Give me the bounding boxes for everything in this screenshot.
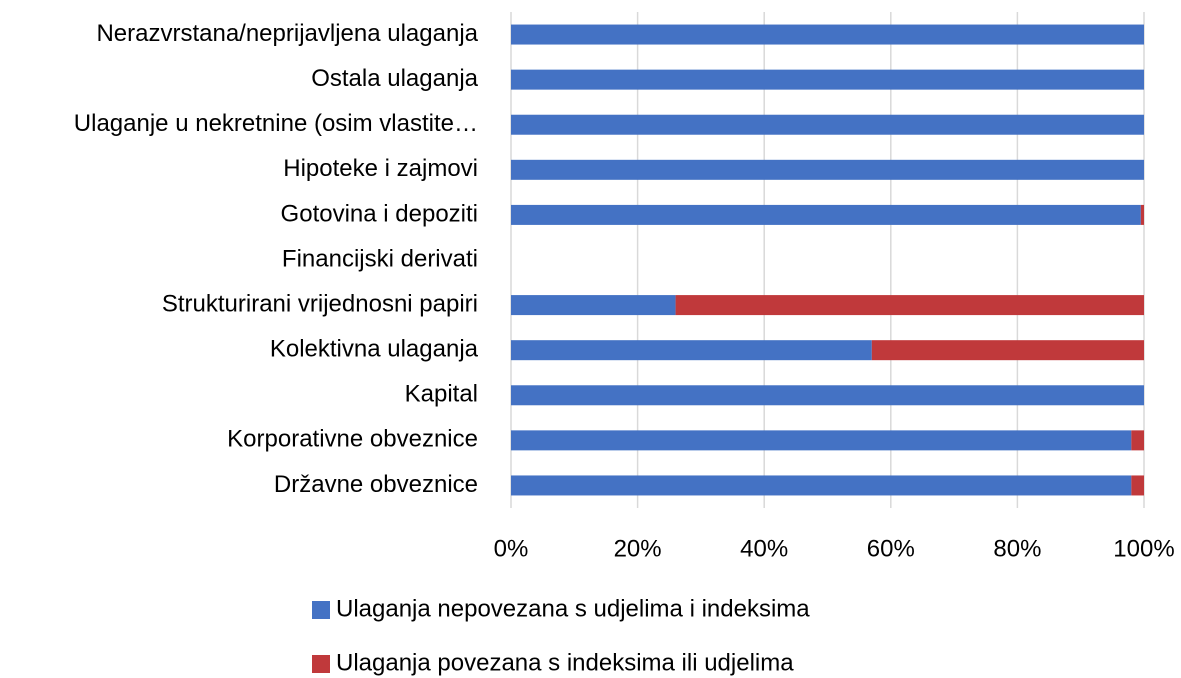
y-tick-label: Državne obveznice <box>274 471 478 498</box>
y-tick-label: Gotovina i depoziti <box>281 200 478 227</box>
x-tick-label: 100% <box>1113 535 1174 562</box>
legend-label: Ulaganja povezana s indeksima ili udjeli… <box>336 649 794 676</box>
legend-label: Ulaganja nepovezana s udjelima i indeksi… <box>336 595 810 622</box>
bar-segment <box>675 295 1144 316</box>
bar-segment <box>511 204 1141 225</box>
bar-segment <box>511 475 1132 496</box>
bar-segment <box>511 24 1144 45</box>
y-tick-label: Ostala ulaganja <box>311 65 478 92</box>
y-tick-label: Financijski derivati <box>282 245 478 272</box>
bar-segment <box>511 114 1144 135</box>
bar-segment <box>511 295 676 316</box>
legend-swatch <box>312 601 330 619</box>
bar-segment <box>511 430 1132 451</box>
bar-segment <box>1140 204 1144 225</box>
x-tick-label: 60% <box>867 535 915 562</box>
y-tick-label: Kolektivna ulaganja <box>270 336 479 363</box>
bar-segment <box>511 340 872 361</box>
y-tick-label: Nerazvrstana/neprijavljena ulaganja <box>96 20 478 47</box>
bar-segment <box>871 340 1144 361</box>
x-tick-label: 80% <box>993 535 1041 562</box>
bar-segment <box>511 385 1144 406</box>
x-tick-label: 40% <box>740 535 788 562</box>
bar-segment <box>1131 475 1144 496</box>
bar-segment <box>511 159 1144 180</box>
y-tick-label: Kapital <box>405 381 478 408</box>
y-tick-label: Ulaganje u nekretnine (osim vlastite… <box>74 110 478 137</box>
y-tick-label: Hipoteke i zajmovi <box>283 155 478 182</box>
x-tick-label: 20% <box>614 535 662 562</box>
bar-segment <box>1131 430 1144 451</box>
legend-swatch <box>312 655 330 673</box>
bar-segment <box>511 69 1144 90</box>
y-tick-label: Strukturirani vrijednosni papiri <box>162 290 478 317</box>
x-tick-label: 0% <box>494 535 529 562</box>
y-tick-label: Korporativne obveznice <box>227 426 478 453</box>
